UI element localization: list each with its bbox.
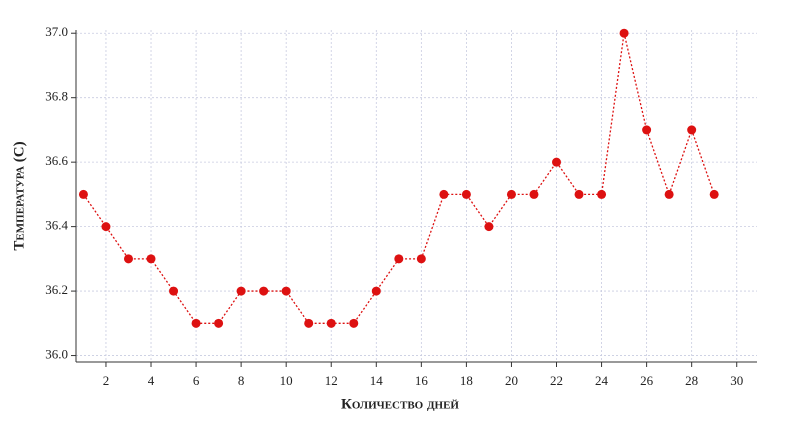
marker bbox=[101, 222, 111, 232]
y-tick-label: 36.8 bbox=[45, 89, 68, 104]
marker bbox=[664, 189, 674, 199]
marker bbox=[529, 189, 539, 199]
marker bbox=[214, 318, 224, 328]
x-tick-label: 28 bbox=[685, 373, 698, 388]
x-tick-label: 26 bbox=[640, 373, 654, 388]
marker bbox=[146, 254, 156, 264]
marker bbox=[574, 189, 584, 199]
y-tick-label: 36.6 bbox=[45, 153, 68, 168]
x-tick-label: 10 bbox=[280, 373, 293, 388]
y-tick-label: 36.4 bbox=[45, 218, 68, 233]
marker bbox=[123, 254, 133, 264]
x-tick-label: 8 bbox=[238, 373, 245, 388]
marker bbox=[394, 254, 404, 264]
marker bbox=[371, 286, 381, 296]
marker bbox=[169, 286, 179, 296]
marker bbox=[709, 189, 719, 199]
marker bbox=[597, 189, 607, 199]
marker bbox=[506, 189, 516, 199]
x-tick-label: 22 bbox=[550, 373, 563, 388]
x-tick-label: 12 bbox=[325, 373, 338, 388]
x-tick-label: 20 bbox=[505, 373, 518, 388]
marker bbox=[619, 28, 629, 38]
marker bbox=[484, 222, 494, 232]
y-axis-title: Температура (C) bbox=[11, 141, 27, 250]
y-tick-label: 36.0 bbox=[45, 347, 68, 362]
x-tick-label: 24 bbox=[595, 373, 609, 388]
x-axis-title: Количество дней bbox=[341, 396, 459, 412]
marker bbox=[304, 318, 314, 328]
x-tick-label: 4 bbox=[148, 373, 155, 388]
marker bbox=[687, 125, 697, 135]
marker bbox=[642, 125, 652, 135]
marker bbox=[259, 286, 269, 296]
marker bbox=[236, 286, 246, 296]
y-tick-label: 37.0 bbox=[45, 24, 68, 39]
x-tick-label: 6 bbox=[193, 373, 200, 388]
x-tick-label: 30 bbox=[730, 373, 743, 388]
marker bbox=[416, 254, 426, 264]
marker bbox=[439, 189, 449, 199]
marker bbox=[349, 318, 359, 328]
marker bbox=[281, 286, 291, 296]
y-tick-label: 36.2 bbox=[45, 282, 68, 297]
line bbox=[82, 33, 715, 324]
x-tick-label: 18 bbox=[460, 373, 473, 388]
x-tick-label: 2 bbox=[103, 373, 110, 388]
marker bbox=[326, 318, 336, 328]
x-tick-label: 14 bbox=[370, 373, 384, 388]
marker bbox=[461, 189, 471, 199]
x-tick-label: 16 bbox=[415, 373, 429, 388]
marker bbox=[78, 189, 88, 199]
marker bbox=[552, 157, 562, 167]
marker bbox=[191, 318, 201, 328]
